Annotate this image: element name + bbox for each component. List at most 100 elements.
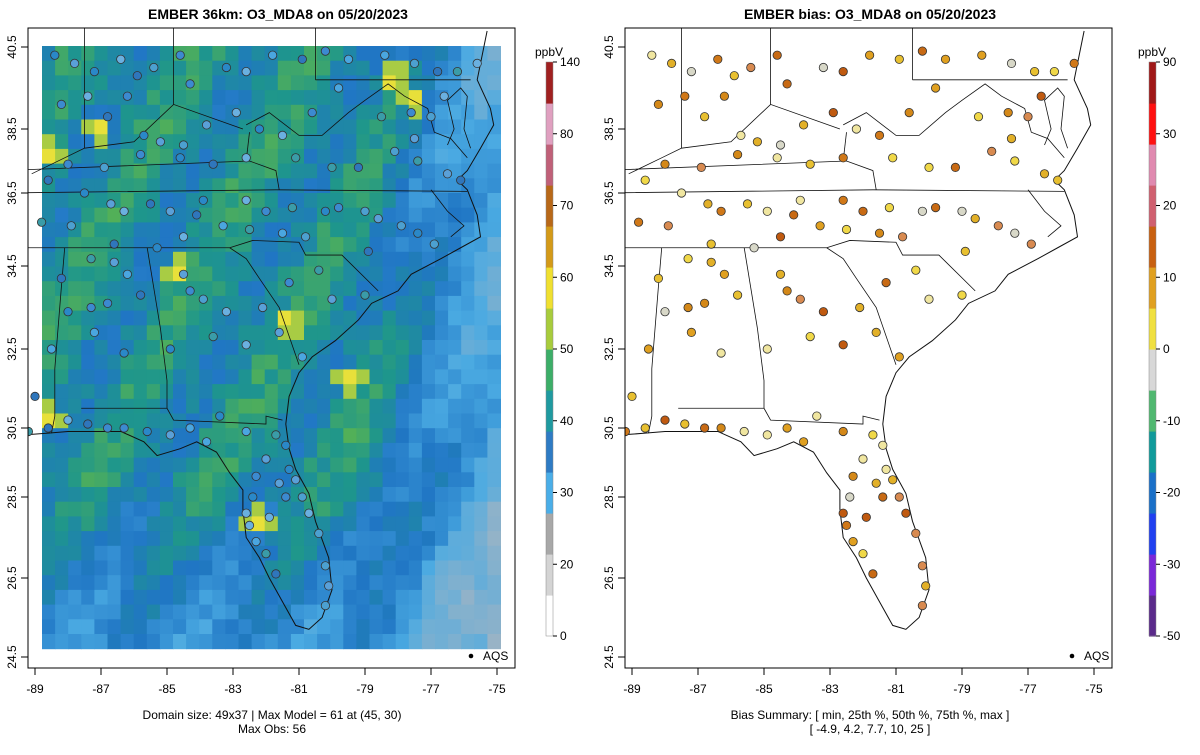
- colorbar-tick-label: 50: [560, 342, 574, 356]
- grid-cell: [120, 487, 135, 503]
- grid-cell: [107, 90, 122, 106]
- grid-cell: [212, 178, 226, 194]
- grid-cell: [461, 281, 475, 297]
- y-tick-label: 38.5: [602, 117, 616, 141]
- grid-cell: [68, 90, 82, 106]
- grid-cell: [238, 398, 253, 414]
- grid-cell: [146, 384, 161, 400]
- x-tick-label: -85: [755, 682, 773, 696]
- grid-cell: [487, 413, 501, 429]
- monitor-point: [139, 130, 149, 140]
- monitor-point: [930, 203, 941, 213]
- grid-cell: [408, 472, 423, 488]
- colorbar-segment: [546, 472, 553, 514]
- grid-cell: [290, 237, 305, 253]
- grid-cell: [304, 457, 318, 473]
- grid-cell: [173, 325, 187, 341]
- left-monitor-points: [28, 46, 482, 611]
- grid-cell: [225, 501, 239, 517]
- grid-cell: [212, 442, 226, 459]
- grid-cell: [356, 178, 370, 194]
- grid-cell: [212, 237, 226, 253]
- y-tick-label: 26.5: [602, 566, 616, 590]
- grid-cell: [277, 634, 292, 650]
- monitor-point: [706, 257, 716, 267]
- grid-cell: [55, 634, 69, 650]
- grid-cell: [487, 163, 501, 179]
- grid-cell: [356, 75, 370, 91]
- grid-cell: [159, 251, 174, 267]
- monitor-point: [261, 454, 271, 464]
- grid-cell: [68, 384, 82, 400]
- grid-cell: [120, 604, 135, 620]
- grid-cell: [94, 193, 108, 209]
- right-state-boundaries: [625, 28, 1092, 630]
- grid-cell: [212, 634, 226, 650]
- x-tick-label: -77: [422, 682, 440, 696]
- grid-cell: [159, 545, 174, 561]
- grid-cell: [277, 295, 292, 312]
- state-boundary: [843, 83, 1065, 159]
- grid-cell: [382, 75, 397, 91]
- grid-cell: [251, 634, 266, 650]
- grid-cell: [435, 222, 449, 238]
- grid-cell: [487, 354, 501, 370]
- grid-cell: [304, 575, 318, 591]
- monitor-point: [719, 269, 730, 279]
- grid-cell: [212, 384, 226, 400]
- grid-cell: [461, 251, 475, 267]
- monitor-point: [360, 290, 370, 300]
- grid-cell: [474, 354, 488, 370]
- grid-cell: [55, 589, 69, 606]
- monitor-point: [739, 426, 749, 437]
- grid-cell: [382, 90, 397, 106]
- monitor-point: [772, 153, 782, 163]
- grid-cell: [264, 310, 279, 326]
- monitor-point: [109, 239, 119, 249]
- monitor-point: [752, 137, 763, 147]
- grid-cell: [382, 575, 397, 591]
- grid-cell: [395, 487, 410, 503]
- grid-cell: [343, 237, 357, 253]
- grid-cell: [343, 384, 357, 400]
- monitor-point: [103, 298, 113, 308]
- grid-cell: [55, 134, 69, 150]
- monitor-point: [429, 239, 439, 249]
- grid-cell: [421, 501, 436, 517]
- monitor-point: [43, 175, 53, 185]
- grid-cell: [395, 281, 410, 297]
- grid-cell: [395, 119, 410, 135]
- grid-cell: [317, 340, 331, 356]
- grid-cell: [264, 237, 279, 253]
- monitor-point: [861, 512, 871, 522]
- grid-cell: [395, 369, 410, 385]
- grid-cell: [251, 384, 266, 400]
- grid-cell: [186, 369, 200, 385]
- grid-cell: [264, 295, 279, 312]
- grid-cell: [68, 575, 82, 591]
- grid-cell: [173, 398, 187, 414]
- grid-cell: [159, 442, 174, 459]
- grid-cell: [55, 325, 69, 341]
- right-axis-ticks: -89 -87 -85 -83 -81 -79 -77 -7524.526.528.530.5…: [602, 35, 1103, 696]
- monitor-point: [917, 206, 928, 216]
- grid-cell: [330, 384, 344, 400]
- monitor-point: [841, 224, 852, 235]
- grid-cell: [251, 325, 266, 341]
- grid-cell: [212, 354, 226, 370]
- monitor-point: [281, 440, 291, 450]
- model-grid: [42, 46, 501, 650]
- grid-cell: [146, 589, 161, 606]
- grid-cell: [474, 237, 488, 253]
- grid-cell: [421, 90, 436, 106]
- grid-cell: [343, 354, 357, 370]
- monitor-point: [904, 108, 914, 118]
- grid-cell: [448, 604, 462, 620]
- grid-cell: [94, 531, 108, 547]
- colorbar-segment: [546, 554, 553, 596]
- grid-cell: [408, 516, 423, 532]
- grid-cell: [133, 560, 148, 576]
- monitor-point: [888, 475, 898, 485]
- monitor-point: [241, 153, 251, 163]
- grid-cell: [290, 325, 305, 341]
